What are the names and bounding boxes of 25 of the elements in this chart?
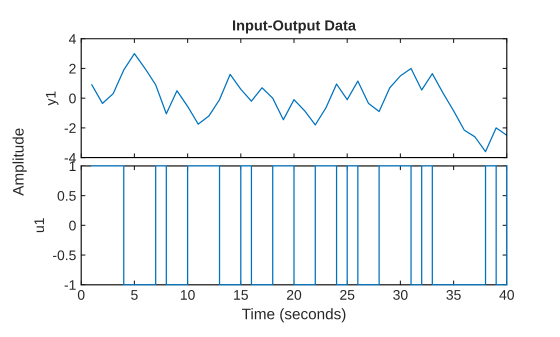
x-tick-label: 5 <box>131 290 138 300</box>
y-tick-label: 0 <box>69 220 76 231</box>
y-tick-label: 4 <box>68 34 76 44</box>
y-axis-title: y1 <box>46 92 58 106</box>
y-tick-label: -2 <box>64 123 76 133</box>
x-tick-label: 40 <box>499 290 514 300</box>
y-tick-label: 1 <box>70 161 76 171</box>
x-tick-label: 10 <box>180 290 195 300</box>
text: Amplitude <box>12 128 27 196</box>
y-tick-label: 2 <box>69 64 76 74</box>
y-tick-label: -4 <box>64 153 76 163</box>
x-tick-label: 0 <box>78 290 85 300</box>
x-tick-label: 25 <box>340 290 354 300</box>
y-tick-label: 0 <box>69 94 76 104</box>
x-tick-label: 30 <box>393 290 408 300</box>
x-tick-label: 20 <box>286 290 302 300</box>
y-tick-label: -0.5 <box>53 250 76 260</box>
y-tick-label: 0.5 <box>58 190 76 201</box>
line-series <box>91 52 507 152</box>
x-tick-label: 15 <box>234 290 248 300</box>
chart-title: Input-Output Data <box>233 20 356 34</box>
y-tick-label: -1 <box>64 280 76 290</box>
y-axis-title: u1 <box>34 218 44 232</box>
x-axis-title: Time (seconds) <box>242 308 346 322</box>
x-tick-label: 35 <box>446 290 461 300</box>
